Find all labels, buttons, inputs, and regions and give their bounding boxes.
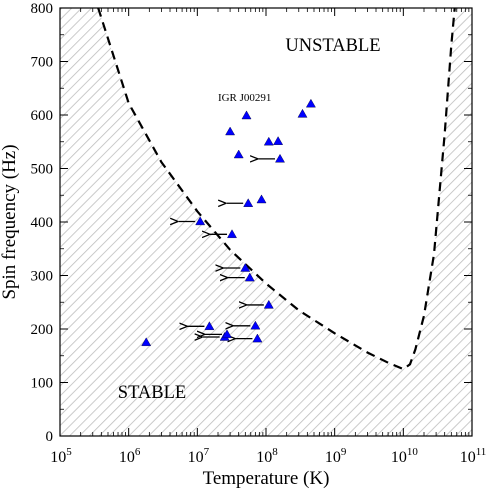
data-point: [273, 136, 284, 145]
y-tick-label: 800: [31, 1, 54, 17]
data-points: [141, 98, 316, 346]
data-point: [195, 216, 206, 226]
data-point: [204, 321, 215, 330]
data-point: [243, 198, 254, 207]
x-tick-label: 107: [188, 446, 210, 466]
y-tick-label: 300: [31, 269, 54, 285]
data-point: [227, 229, 237, 239]
y-tick-label: 100: [31, 376, 54, 392]
y-tick-label: 600: [31, 108, 54, 124]
data-point: [263, 136, 274, 146]
x-tick-label: 109: [325, 446, 347, 466]
y-tick-label: 700: [31, 55, 54, 71]
instability-curve: [97, 8, 456, 371]
stable-region-hatched: [60, 8, 472, 436]
plot-area: [60, 8, 472, 436]
y-tick-label: 400: [31, 215, 54, 231]
data-point: [297, 108, 308, 118]
data-point: [263, 299, 274, 309]
x-tick-label: 1011: [460, 446, 487, 466]
upper-limit-arrows: [178, 159, 276, 339]
data-point: [250, 320, 261, 330]
data-point: [305, 98, 316, 108]
y-tick-label: 200: [31, 322, 54, 338]
data-point: [222, 329, 232, 338]
x-tick-label: 1010: [391, 446, 419, 466]
x-tick-label: 106: [119, 446, 141, 466]
axis-ticks: [59, 7, 473, 437]
x-tick-label: 105: [50, 446, 72, 466]
data-point: [241, 110, 252, 120]
x-tick-labels: 105 106 107 108 109 1010 1011: [50, 446, 486, 466]
data-point: [275, 153, 285, 163]
data-point: [233, 149, 244, 159]
stable-label: STABLE: [118, 383, 186, 403]
unstable-label: UNSTABLE: [285, 36, 380, 56]
x-axis-title: Temperature (K): [203, 468, 330, 489]
x-tick-label: 108: [256, 446, 278, 466]
data-point: [244, 272, 255, 282]
data-point: [240, 262, 251, 272]
data-point: [141, 337, 152, 346]
data-point: [256, 194, 267, 204]
y-tick-label: 500: [31, 162, 54, 178]
data-point: [225, 126, 236, 136]
y-tick-labels: 0 100 200 300 400 500 600 700 800: [31, 1, 54, 445]
data-point: [252, 333, 263, 343]
y-axis-title: Spin frequency (Hz): [0, 144, 20, 299]
igr-j00291-annotation: IGR J00291: [218, 92, 271, 104]
y-tick-label: 0: [46, 429, 54, 445]
